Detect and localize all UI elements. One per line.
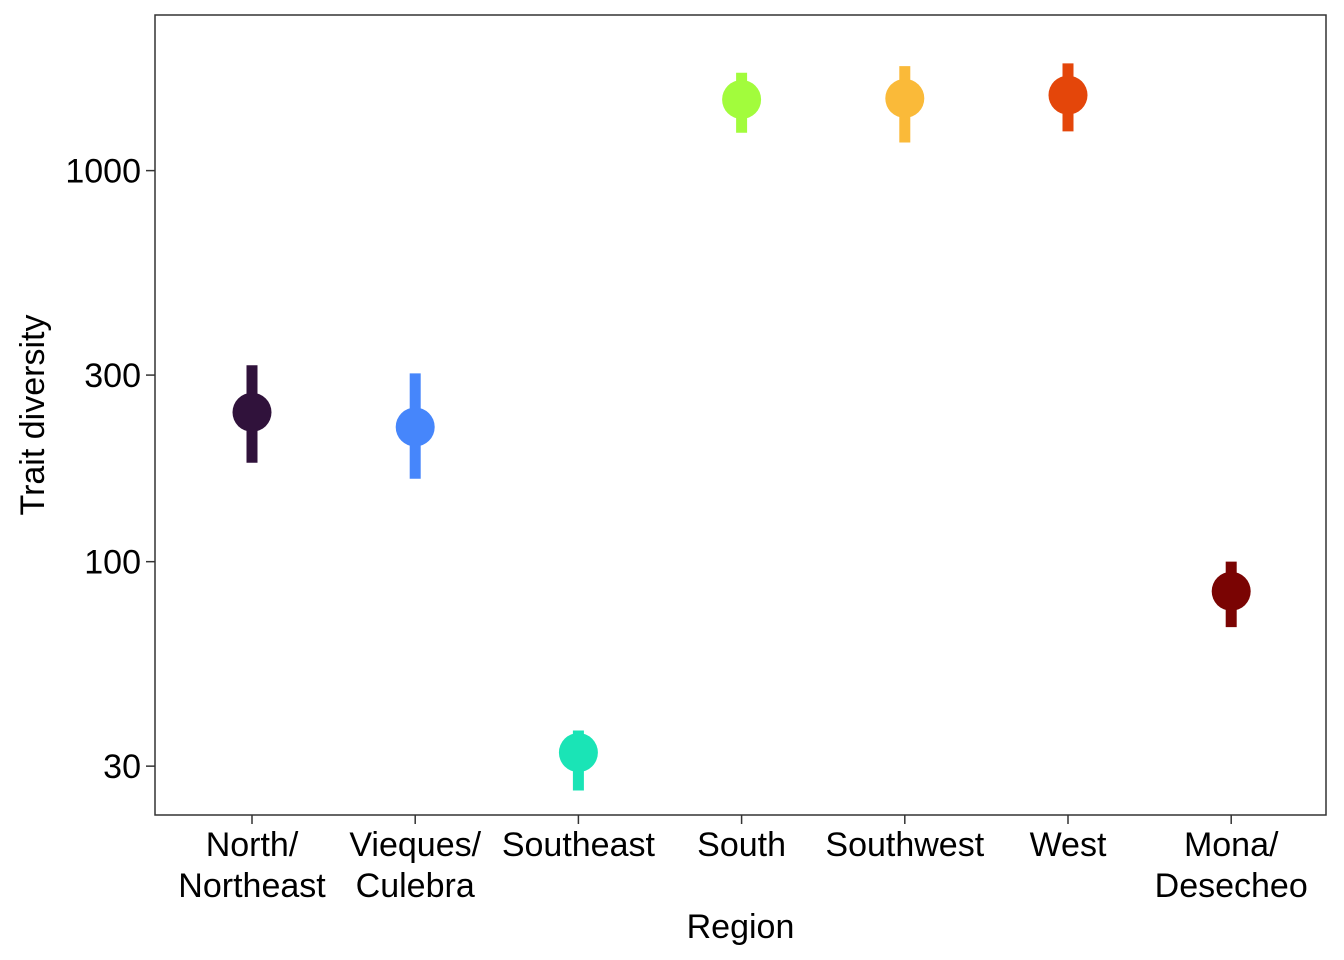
data-point [232,392,272,432]
x-tick-label: North/Northeast [178,826,326,905]
y-axis-title: Trait diversity [14,315,52,516]
x-tick-label: Mona/Desecheo [1155,826,1308,905]
y-tick-label: 1000 [65,153,141,191]
x-tick-label: Southwest [825,826,984,864]
data-point-group [1048,63,1088,132]
y-axis: 30 100 300 1000 [65,153,155,786]
y-tick-label: 30 [103,748,141,786]
y-tick-label: 100 [84,544,141,582]
x-tick-label: West [1030,826,1107,864]
data-point [558,733,598,773]
data-point [722,80,762,120]
data-point-group [885,66,925,143]
data-point-group [722,72,762,133]
data-point-group [558,730,598,791]
x-tick-label: Southeast [502,826,656,864]
x-axis-title: Region [687,908,795,946]
data-marks [232,63,1251,791]
plot-panel-border [154,14,1327,816]
x-tick-label: South [697,826,786,864]
data-point-group [1211,561,1251,628]
data-point [1048,75,1088,115]
x-axis: North/Northeast Vieques/Culebra Southeast S… [178,815,1308,905]
y-tick-label: 300 [84,357,141,395]
data-point [1211,571,1251,611]
data-point-group [232,365,272,463]
x-tick-label: Vieques/Culebra [349,826,481,905]
data-point [885,78,925,118]
data-point [395,407,435,447]
data-point-group [395,373,435,479]
